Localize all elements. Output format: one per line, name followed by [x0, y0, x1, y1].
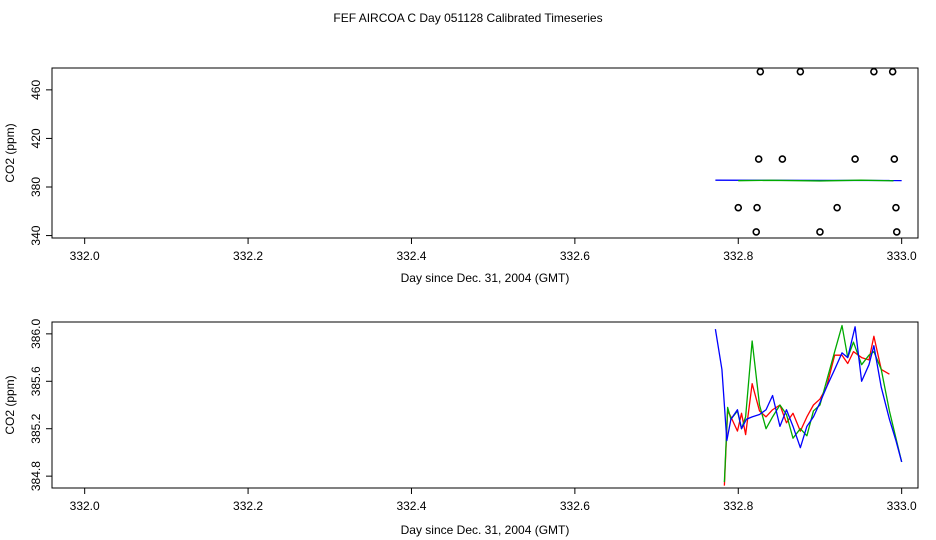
top-data-point [892, 228, 901, 236]
bottom-plot-frame [51, 321, 919, 489]
top-data-point [753, 203, 761, 212]
top-data-point [816, 228, 824, 236]
top-data-point [892, 203, 900, 212]
top-y-tick-label: 420 [29, 128, 43, 148]
bottom-series-line [723, 324, 903, 483]
top-data-point [796, 67, 805, 76]
bottom-series-line [723, 335, 890, 486]
bottom-y-ticks: 384.8 385.2 385.6 386.0 [29, 319, 52, 491]
top-x-ticks: 332.0 332.2 332.4 332.6 332.8 333.0 [70, 238, 917, 263]
bottom-y-axis-label: CO2 (ppm) [3, 375, 17, 434]
top-scatter-points [734, 67, 901, 236]
top-y-tick-label: 380 [29, 177, 43, 197]
bottom-y-tick-label: 384.8 [29, 461, 43, 491]
top-data-point [890, 155, 899, 163]
top-x-tick-label: 333.0 [887, 249, 917, 263]
top-x-tick-label: 332.4 [396, 249, 426, 263]
top-x-tick-label: 332.2 [233, 249, 263, 263]
top-data-point [756, 67, 765, 76]
top-data-point [833, 203, 841, 212]
bottom-x-tick-label: 332.6 [560, 499, 590, 513]
top-series-line [738, 179, 894, 182]
top-panel: CO2 (ppm) Day since Dec. 31, 2004 (GMT) … [3, 67, 919, 285]
bottom-x-ticks: 332.0 332.2 332.4 332.6 332.8 333.0 [70, 488, 917, 513]
bottom-x-tick-label: 332.2 [233, 499, 263, 513]
bottom-series-lines [714, 324, 903, 486]
top-series-lines [715, 179, 902, 182]
bottom-panel: CO2 (ppm) Day since Dec. 31, 2004 (GMT) … [3, 319, 919, 537]
bottom-y-tick-label: 386.0 [29, 319, 43, 349]
top-plot-frame [51, 67, 919, 239]
top-y-ticks: 340 380 420 460 [29, 80, 52, 246]
top-y-tick-label: 340 [29, 225, 43, 245]
bottom-series-line [714, 326, 903, 463]
bottom-x-tick-label: 332.8 [723, 499, 753, 513]
bottom-x-tick-label: 332.0 [70, 499, 100, 513]
top-data-point [734, 203, 743, 212]
top-y-axis-label: CO2 (ppm) [3, 123, 17, 182]
top-x-tick-label: 332.6 [560, 249, 590, 263]
top-x-axis-label: Day since Dec. 31, 2004 (GMT) [401, 271, 570, 285]
top-x-tick-label: 332.0 [70, 249, 100, 263]
bottom-y-tick-label: 385.2 [29, 413, 43, 443]
top-data-point [851, 155, 859, 163]
top-y-tick-label: 460 [29, 80, 43, 100]
top-data-point [870, 67, 878, 76]
top-data-point [778, 155, 787, 163]
top-data-point [752, 228, 761, 236]
top-data-point [754, 155, 763, 163]
top-data-point [888, 67, 897, 76]
figure-title: FEF AIRCOA C Day 051128 Calibrated Times… [333, 11, 602, 25]
bottom-y-tick-label: 385.6 [29, 366, 43, 396]
top-x-tick-label: 332.8 [723, 249, 753, 263]
bottom-x-axis-label: Day since Dec. 31, 2004 (GMT) [401, 523, 570, 537]
bottom-x-tick-label: 333.0 [887, 499, 917, 513]
bottom-x-tick-label: 332.4 [396, 499, 426, 513]
